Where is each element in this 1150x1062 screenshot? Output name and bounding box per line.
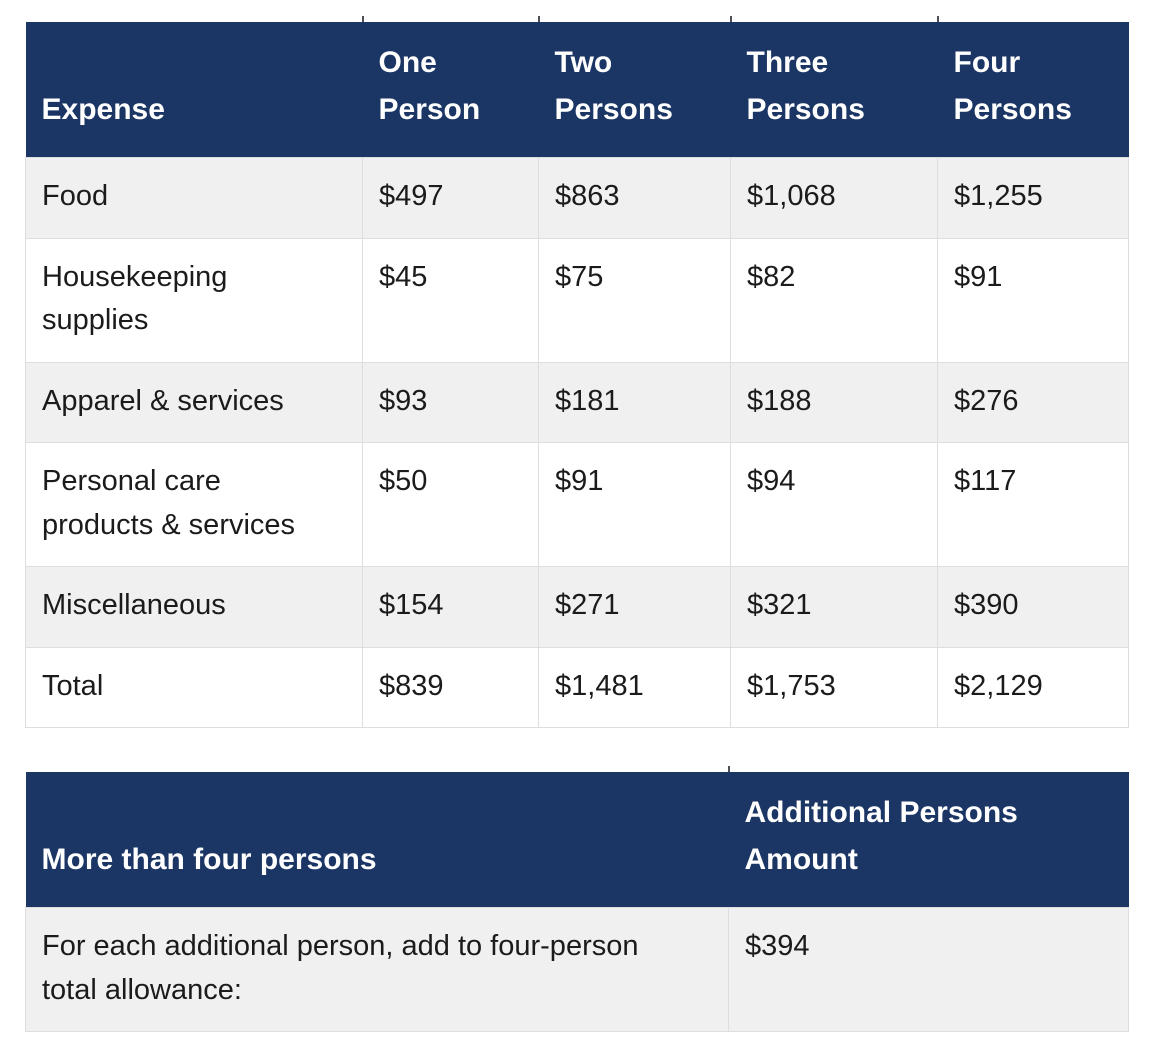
- amount-cell: $394: [728, 907, 1129, 1032]
- column-border-stub: [538, 16, 540, 22]
- amount-cell: $1,481: [538, 646, 731, 728]
- amount-cell: $271: [538, 566, 731, 648]
- amount-cell: $82: [730, 237, 938, 363]
- table-row-additional-person: For each additional person, add to four-…: [25, 907, 1129, 1032]
- additional-table-header-row: More than four persons Additional Person…: [25, 772, 1129, 908]
- expense-table-header-row: Expense One Person Two Persons Three Per…: [25, 22, 1129, 158]
- amount-cell: $94: [730, 442, 938, 567]
- column-header-four-persons: Four Persons: [937, 22, 1129, 158]
- amount-cell: $117: [937, 442, 1129, 567]
- additional-persons-table: More than four persons Additional Person…: [25, 772, 1129, 1032]
- column-header-one-person: One Person: [362, 22, 539, 158]
- expense-name-cell: Apparel & services: [25, 361, 363, 443]
- additional-persons-table-container: More than four persons Additional Person…: [25, 766, 1129, 1032]
- expense-table: Expense One Person Two Persons Three Per…: [25, 22, 1129, 728]
- table-row-personal-care: Personal care products & services $50 $9…: [25, 442, 1129, 567]
- column-border-stub: [728, 766, 730, 772]
- amount-cell: $863: [538, 157, 731, 239]
- amount-cell: $188: [730, 361, 938, 443]
- amount-cell: $1,068: [730, 157, 938, 239]
- amount-cell: $45: [362, 237, 539, 363]
- column-header-two-persons: Two Persons: [538, 22, 731, 158]
- expense-table-container: Expense One Person Two Persons Three Per…: [25, 16, 1129, 728]
- amount-cell: $181: [538, 361, 731, 443]
- amount-cell: $75: [538, 237, 731, 363]
- expense-name-cell: Miscellaneous: [25, 566, 363, 648]
- amount-cell: $154: [362, 566, 539, 648]
- column-header-expense: Expense: [25, 22, 363, 158]
- column-header-additional-amount: Additional Persons Amount: [728, 772, 1129, 908]
- amount-cell: $91: [937, 237, 1129, 363]
- expense-name-cell: Personal care products & services: [25, 442, 363, 567]
- column-border-stub: [362, 16, 364, 22]
- column-header-more-than-four: More than four persons: [25, 772, 729, 908]
- additional-person-label-cell: For each additional person, add to four-…: [25, 907, 729, 1032]
- amount-cell: $91: [538, 442, 731, 567]
- column-border-stub: [937, 16, 939, 22]
- amount-cell: $50: [362, 442, 539, 567]
- amount-cell: $1,255: [937, 157, 1129, 239]
- amount-cell: $497: [362, 157, 539, 239]
- table-row-food: Food $497 $863 $1,068 $1,255: [25, 157, 1129, 239]
- expense-name-cell: Food: [25, 157, 363, 239]
- column-border-stub: [730, 16, 732, 22]
- amount-cell: $1,753: [730, 646, 938, 728]
- amount-cell: $2,129: [937, 646, 1129, 728]
- table-row-miscellaneous: Miscellaneous $154 $271 $321 $390: [25, 566, 1129, 648]
- table-row-apparel: Apparel & services $93 $181 $188 $276: [25, 361, 1129, 443]
- table-row-housekeeping: Housekeeping supplies $45 $75 $82 $91: [25, 237, 1129, 363]
- amount-cell: $839: [362, 646, 539, 728]
- amount-cell: $93: [362, 361, 539, 443]
- amount-cell: $321: [730, 566, 938, 648]
- expense-name-cell: Housekeeping supplies: [25, 237, 363, 363]
- table-row-total: Total $839 $1,481 $1,753 $2,129: [25, 646, 1129, 728]
- column-header-three-persons: Three Persons: [730, 22, 938, 158]
- expense-name-cell: Total: [25, 646, 363, 728]
- amount-cell: $276: [937, 361, 1129, 443]
- amount-cell: $390: [937, 566, 1129, 648]
